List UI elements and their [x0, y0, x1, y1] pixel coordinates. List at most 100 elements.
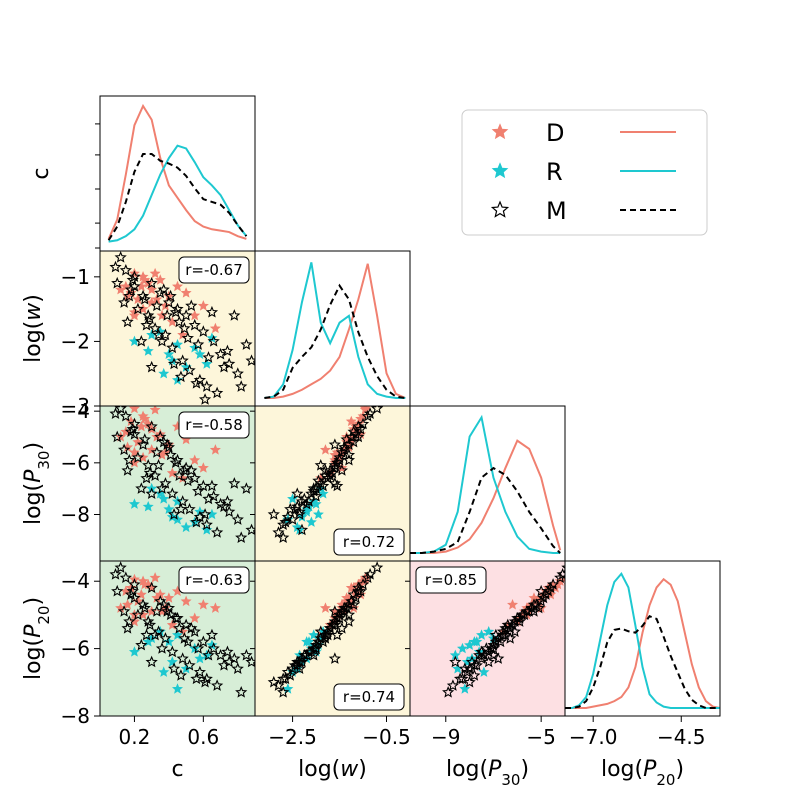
scatter-point-d: [163, 592, 175, 603]
legend-label-d: D: [546, 119, 564, 147]
scatter-point-d: [154, 274, 166, 285]
scatter-point-m: [221, 344, 234, 357]
y-tick-label: −8: [61, 503, 90, 527]
scatter-point-m: [508, 625, 522, 637]
scatter-point-m: [176, 495, 189, 507]
scatter-point-m: [295, 523, 309, 536]
scatter-point-m: [470, 659, 483, 671]
scatter-point-m: [180, 618, 193, 631]
correlation-label: r=0.85: [425, 571, 477, 589]
scatter-point-m: [142, 458, 155, 471]
scatter-point-m: [482, 655, 495, 668]
scatter-point-m: [140, 628, 153, 641]
scatter-point-m: [340, 433, 353, 445]
scatter-point-d: [149, 406, 161, 415]
scatter-point-m: [235, 380, 248, 392]
scatter-point-m: [145, 655, 158, 668]
scatter-point-m: [178, 464, 191, 476]
scatter-point-d: [115, 283, 127, 295]
scatter-point-m: [150, 446, 163, 458]
scatter-point-m: [145, 360, 158, 373]
scatter-point-d: [197, 462, 209, 473]
correlation-box: [415, 566, 487, 594]
correlation-label: r=-0.67: [185, 261, 243, 279]
scatter-point-m: [361, 571, 374, 584]
scatter-point-m: [202, 648, 215, 661]
panel-bg-2-2: [410, 406, 565, 561]
scatter-point-d: [209, 602, 221, 613]
scatter-point-m: [477, 648, 491, 661]
scatter-point-m: [207, 489, 220, 502]
scatter-point-m: [312, 474, 325, 487]
scatter-point-m: [119, 571, 132, 584]
scatter-point-m: [181, 474, 194, 487]
y-axis-label: c: [29, 167, 54, 179]
scatter-point-m: [333, 453, 346, 466]
scatter-point-d: [209, 322, 221, 334]
scatter-point-m: [333, 608, 346, 621]
scatter-point-m: [217, 659, 231, 671]
kde-line-m: [565, 615, 720, 709]
scatter-point-m: [118, 605, 131, 617]
scatter-point-m: [131, 608, 144, 621]
scatter-point-m: [164, 448, 177, 461]
scatter-point-m: [190, 515, 203, 528]
scatter-point-m: [349, 591, 363, 604]
scatter-point-m: [272, 679, 285, 691]
scatter-point-m: [202, 351, 215, 363]
scatter-point-m: [155, 482, 169, 494]
y-tick-label: −4: [61, 569, 90, 593]
x-tick-label: −7.0: [569, 725, 618, 749]
scatter-point-m: [128, 591, 141, 604]
scatter-point-d: [122, 599, 134, 610]
scatter-point-r: [464, 639, 476, 650]
scatter-point-m: [487, 638, 500, 651]
scatter-point-m: [121, 315, 134, 328]
scatter-point-m: [228, 477, 241, 489]
scatter-point-m: [181, 331, 194, 344]
scatter-point-m: [192, 338, 205, 350]
scatter-point-m: [295, 655, 309, 668]
scatter-point-m: [198, 675, 212, 688]
scatter-point-m: [352, 581, 365, 594]
x-axis-label: log(w): [298, 757, 367, 782]
scatter-point-m: [468, 669, 481, 681]
scatter-point-m: [217, 500, 231, 512]
scatter-point-m: [328, 605, 341, 617]
scatter-point-m: [530, 598, 543, 611]
scatter-point-m: [198, 508, 212, 520]
scatter-point-d: [149, 267, 161, 279]
scatter-point-m: [442, 685, 455, 698]
scatter-point-m: [185, 621, 198, 634]
scatter-point-d: [507, 599, 519, 610]
scatter-point-m: [354, 422, 367, 435]
scatter-point-m: [138, 601, 151, 614]
scatter-point-m: [539, 588, 553, 600]
y-tick-label: −2: [61, 329, 90, 353]
scatter-point-m: [197, 325, 210, 337]
scatter-point-m: [205, 305, 219, 318]
scatter-point-m: [245, 655, 255, 668]
scatter-point-m: [240, 482, 253, 494]
scatter-point-m: [117, 443, 131, 456]
scatter-point-m: [217, 360, 231, 373]
scatter-point-m: [235, 531, 248, 543]
scatter-point-r: [478, 666, 490, 677]
scatter-point-m: [546, 578, 560, 590]
scatter-point-m: [123, 615, 136, 627]
scatter-point-m: [298, 648, 311, 661]
scatter-point-d: [180, 595, 192, 607]
x-tick-label: 0.2: [119, 725, 151, 749]
scatter-panel-3-2: [442, 565, 565, 698]
scatter-point-m: [138, 293, 151, 305]
scatter-point-m: [446, 679, 460, 691]
scatter-point-m: [279, 672, 292, 685]
scatter-point-r: [171, 374, 184, 385]
scatter-point-d: [139, 413, 151, 424]
kde-line-m: [410, 466, 561, 554]
scatter-point-r: [201, 358, 213, 369]
scatter-point-m: [279, 515, 292, 528]
correlation-box: [178, 256, 250, 284]
scatter-point-m: [338, 443, 351, 456]
scatter-point-m: [496, 628, 510, 641]
